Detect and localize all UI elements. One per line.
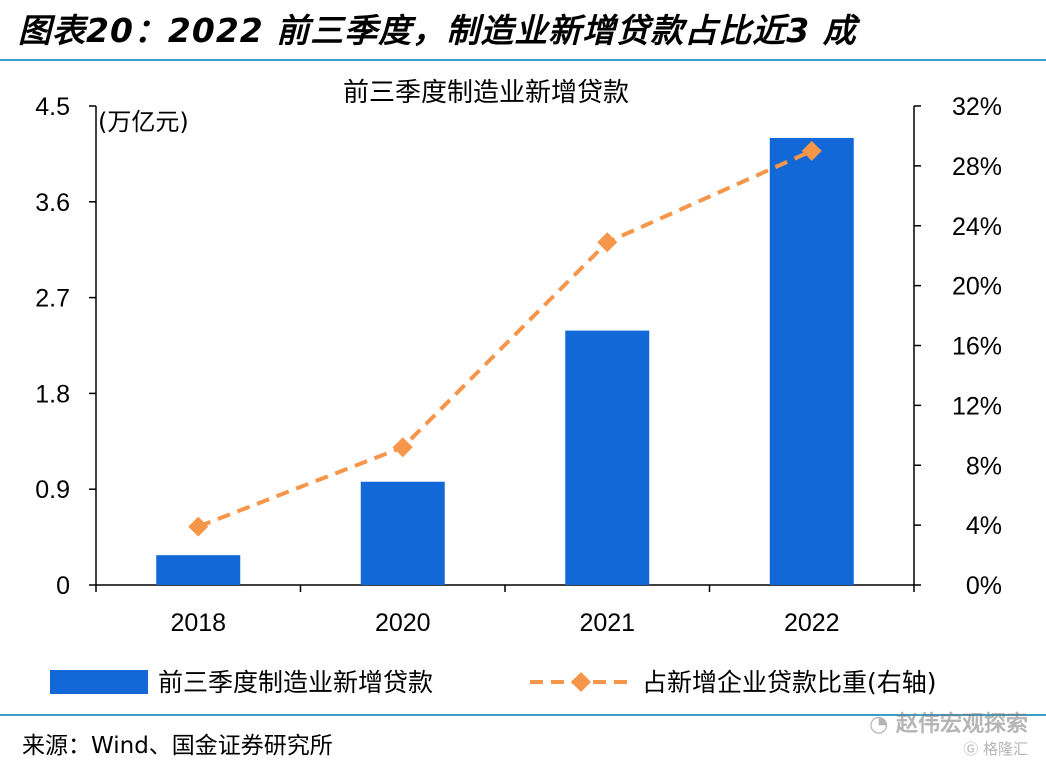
watermark-primary: 赵伟宏观探索 [895,712,1028,737]
y2-tick-label: 8% [966,452,1002,480]
y2-tick-label: 28% [952,153,1002,181]
y-tick-label: 0.9 [35,476,70,504]
y2-tick-label: 32% [952,93,1002,121]
line-series [197,149,813,529]
x-tick-label: 2021 [579,609,635,637]
y-tick-label: 0 [56,572,70,600]
legend-bar-label: 前三季度制造业新增贷款 [158,668,433,697]
y2-tick-label: 0% [966,572,1002,600]
line-point [801,140,822,161]
chart: 前三季度制造业新增贷款 0 0.9 1.8 2.7 3.6 4.5 (万亿元) 0% 4% 8% 1… [35,78,1002,697]
watermark: ◔ 赵伟宏观探索 Ⓖ 格隆汇 [869,706,1028,759]
legend-line-marker [571,672,591,692]
bar [360,481,445,585]
y2-tick-label: 4% [966,512,1002,540]
bar [156,555,241,585]
wechat-icon: ◔ [869,712,889,737]
line-point [392,437,413,458]
source-divider [0,714,1046,716]
watermark-secondary: 格隆汇 [982,740,1028,758]
y-tick-label: 2.7 [35,285,70,313]
y-axis-unit-label: (万亿元) [98,108,189,136]
x-tick-label: 2022 [784,609,840,637]
line-point [188,516,209,537]
figure-title: 图表20：2022 前三季度，制造业新增贷款占比近3 成 [18,11,857,50]
chart-title: 前三季度制造业新增贷款 [343,78,629,108]
y2-tick-label: 20% [952,273,1002,301]
x-tick-label: 2018 [170,609,226,637]
y2-tick-label: 16% [952,333,1002,361]
legend-line-label: 占新增企业贷款比重(右轴) [642,668,937,697]
line-point [597,232,618,253]
y2-tick-label: 24% [952,213,1002,241]
y-tick-label: 4.5 [35,93,70,121]
bar [565,330,650,585]
y-tick-label: 3.6 [35,189,70,217]
title-divider [0,59,1046,61]
gelonghui-logo-icon: Ⓖ [963,740,979,758]
y2-tick-label: 12% [952,392,1002,420]
y-tick-label: 1.8 [35,380,70,408]
bar [769,137,854,585]
legend-bar-swatch [50,670,148,694]
x-tick-label: 2020 [375,609,431,637]
source-note: 来源：Wind、国金证券研究所 [22,733,333,759]
